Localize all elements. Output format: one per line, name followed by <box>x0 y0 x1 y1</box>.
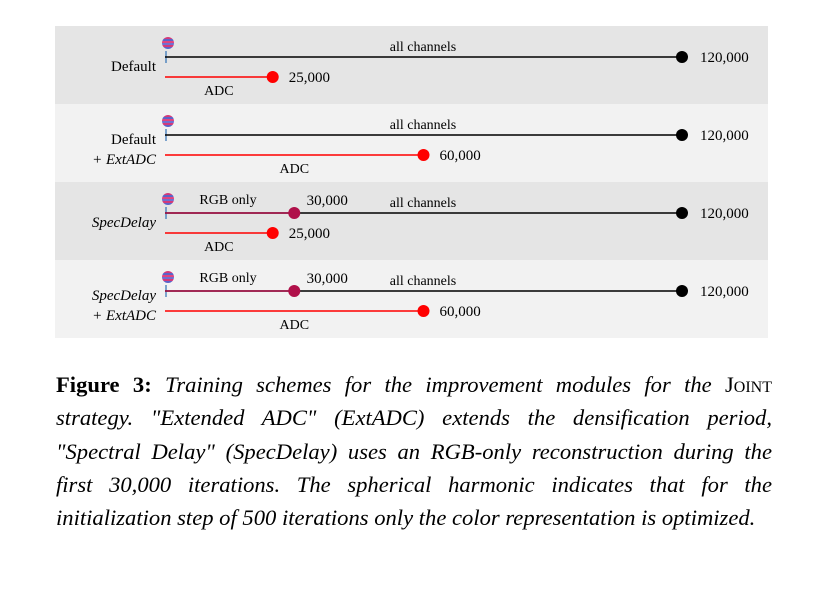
caption-joint: Joint <box>724 372 772 397</box>
adc-label: ADC <box>204 84 234 99</box>
all-channels-label: all channels <box>390 196 456 211</box>
scheme-label: + ExtADC <box>92 308 157 324</box>
rgb-only-end-marker <box>288 207 301 219</box>
all-channels-end-value: 120,000 <box>700 206 749 222</box>
training-schemes-diagram: Default all channels 120,000 25,000 ADC Defau… <box>55 26 768 338</box>
all-channels-end-value: 120,000 <box>700 128 749 144</box>
rgb-only-label: RGB only <box>199 271 256 286</box>
adc-end-value: 60,000 <box>440 304 481 320</box>
adc-end-marker <box>417 149 430 161</box>
scheme-label: + ExtADC <box>92 152 157 168</box>
all-channels-label: all channels <box>390 40 456 55</box>
all-channels-end-marker <box>676 207 688 219</box>
adc-label: ADC <box>279 318 309 333</box>
adc-label: ADC <box>279 162 309 177</box>
scheme-label: Default <box>111 59 157 75</box>
scheme-label: Default <box>111 132 157 148</box>
adc-end-marker <box>266 71 279 83</box>
all-channels-end-marker <box>676 285 688 297</box>
spherical-harmonic-icon <box>162 193 174 205</box>
all-channels-end-marker <box>676 51 688 63</box>
adc-end-marker <box>266 227 279 239</box>
spherical-harmonic-icon <box>162 37 174 49</box>
all-channels-end-value: 120,000 <box>700 284 749 300</box>
all-channels-label: all channels <box>390 274 456 289</box>
figure-caption: Figure 3: Training schemes for the impro… <box>56 368 772 534</box>
adc-end-value: 25,000 <box>289 70 330 86</box>
adc-end-value: 25,000 <box>289 226 330 242</box>
scheme-label: SpecDelay <box>92 215 156 231</box>
rgb-only-label: RGB only <box>199 193 256 208</box>
scheme-panel <box>55 182 768 260</box>
adc-label: ADC <box>204 240 234 255</box>
rgb-only-end-value: 30,000 <box>307 271 348 287</box>
caption-text-1: Training schemes for the improvement mod… <box>151 372 725 397</box>
caption-text-2: strategy. "Extended ADC" (ExtADC) extend… <box>56 405 772 531</box>
scheme-panel <box>55 104 768 182</box>
scheme-panel <box>55 26 768 104</box>
all-channels-label: all channels <box>390 118 456 133</box>
rgb-only-end-marker <box>288 285 301 297</box>
scheme-label: SpecDelay <box>92 288 156 304</box>
spherical-harmonic-icon <box>162 115 174 127</box>
all-channels-end-value: 120,000 <box>700 50 749 66</box>
adc-end-value: 60,000 <box>440 148 481 164</box>
rgb-only-end-value: 30,000 <box>307 193 348 209</box>
adc-end-marker <box>417 305 430 317</box>
spherical-harmonic-icon <box>162 271 174 283</box>
scheme-panel <box>55 260 768 338</box>
all-channels-end-marker <box>676 129 688 141</box>
caption-label: Figure 3: <box>56 372 152 397</box>
